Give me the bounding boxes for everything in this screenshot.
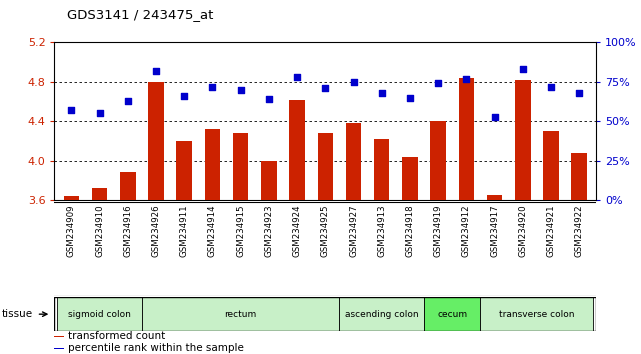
- Text: rectum: rectum: [224, 310, 257, 319]
- Text: cecum: cecum: [437, 310, 467, 319]
- Bar: [402, 157, 418, 200]
- Bar: [54, 348, 64, 349]
- Text: GSM234925: GSM234925: [320, 205, 330, 257]
- Text: GSM234916: GSM234916: [123, 205, 132, 257]
- Text: GSM234921: GSM234921: [547, 205, 556, 257]
- Bar: [430, 121, 446, 200]
- Bar: [515, 80, 531, 200]
- Text: GSM234913: GSM234913: [378, 205, 387, 257]
- Bar: [92, 188, 108, 200]
- Bar: [289, 99, 305, 200]
- Bar: [374, 139, 390, 200]
- Text: GSM234918: GSM234918: [406, 205, 415, 257]
- Text: GSM234917: GSM234917: [490, 205, 499, 257]
- Point: [377, 90, 387, 96]
- Bar: [120, 172, 136, 200]
- Bar: [204, 129, 221, 200]
- Text: GSM234915: GSM234915: [236, 205, 245, 257]
- Point: [66, 107, 76, 113]
- Point: [179, 93, 189, 99]
- Text: transformed count: transformed count: [68, 331, 165, 341]
- Bar: [543, 131, 559, 200]
- Point: [433, 81, 444, 86]
- Text: GSM234926: GSM234926: [151, 205, 160, 257]
- Point: [462, 76, 472, 81]
- Point: [518, 67, 528, 72]
- Text: GSM234911: GSM234911: [179, 205, 188, 257]
- Bar: [57, 297, 142, 331]
- Bar: [54, 336, 64, 337]
- Text: GSM234923: GSM234923: [264, 205, 273, 257]
- Bar: [261, 161, 277, 200]
- Bar: [458, 78, 474, 200]
- Text: GSM234914: GSM234914: [208, 205, 217, 257]
- Bar: [345, 123, 362, 200]
- Text: GSM234922: GSM234922: [575, 205, 584, 257]
- Bar: [63, 196, 79, 200]
- Point: [574, 90, 585, 96]
- Point: [207, 84, 217, 90]
- Point: [94, 110, 104, 116]
- Text: GSM234927: GSM234927: [349, 205, 358, 257]
- Text: tissue: tissue: [1, 309, 33, 319]
- Text: GSM234920: GSM234920: [519, 205, 528, 257]
- Bar: [317, 133, 333, 200]
- Point: [122, 98, 133, 104]
- Point: [320, 85, 331, 91]
- Bar: [176, 141, 192, 200]
- Text: percentile rank within the sample: percentile rank within the sample: [68, 343, 244, 353]
- Bar: [481, 297, 594, 331]
- Point: [235, 87, 246, 93]
- Point: [263, 96, 274, 102]
- Point: [405, 95, 415, 101]
- Bar: [571, 153, 587, 200]
- Text: ascending colon: ascending colon: [345, 310, 419, 319]
- Point: [490, 114, 500, 119]
- Point: [546, 84, 556, 90]
- Bar: [340, 297, 424, 331]
- Text: GSM234919: GSM234919: [434, 205, 443, 257]
- Text: GDS3141 / 243475_at: GDS3141 / 243475_at: [67, 8, 213, 21]
- Point: [151, 68, 161, 74]
- Text: transverse colon: transverse colon: [499, 310, 574, 319]
- Text: sigmoid colon: sigmoid colon: [68, 310, 131, 319]
- Text: GSM234909: GSM234909: [67, 205, 76, 257]
- Bar: [424, 297, 481, 331]
- Point: [292, 74, 302, 80]
- Bar: [233, 133, 249, 200]
- Bar: [142, 297, 340, 331]
- Text: GSM234910: GSM234910: [95, 205, 104, 257]
- Bar: [148, 82, 164, 200]
- Text: GSM234924: GSM234924: [292, 205, 302, 257]
- Bar: [487, 195, 503, 200]
- Text: GSM234912: GSM234912: [462, 205, 471, 257]
- Point: [349, 79, 359, 85]
